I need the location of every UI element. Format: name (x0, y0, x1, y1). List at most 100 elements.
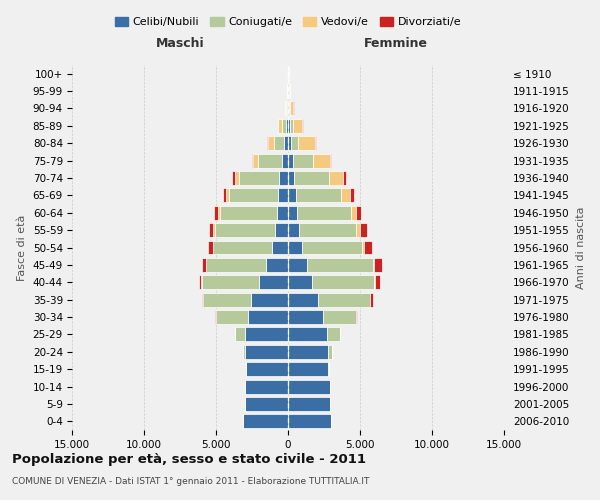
Bar (302, 240, 362, 254)
Bar (293, 154, 313, 168)
Bar (350, 206, 356, 220)
Text: Femmine: Femmine (364, 38, 428, 51)
Bar (288, 397, 330, 411)
Bar (293, 119, 302, 133)
Bar (202, 292, 203, 306)
Bar (286, 119, 288, 133)
Bar (214, 223, 215, 237)
Bar (290, 102, 293, 116)
Bar (288, 276, 313, 289)
Bar (360, 223, 367, 237)
Bar (246, 362, 288, 376)
Bar (278, 188, 288, 202)
Bar (298, 206, 350, 220)
Bar (282, 154, 288, 168)
Bar (245, 328, 288, 342)
Bar (343, 171, 346, 185)
Bar (272, 240, 288, 254)
Bar (239, 171, 280, 185)
Bar (356, 223, 360, 237)
Bar (202, 276, 259, 289)
Bar (350, 188, 353, 202)
Bar (288, 292, 318, 306)
Text: COMUNE DI VENEZIA - Dati ISTAT 1° gennaio 2011 - Elaborazione TUTTITALIA.IT: COMUNE DI VENEZIA - Dati ISTAT 1° gennai… (12, 478, 370, 486)
Bar (203, 292, 251, 306)
Bar (259, 276, 288, 289)
Bar (226, 188, 229, 202)
Bar (284, 136, 288, 150)
Bar (245, 397, 288, 411)
Bar (288, 328, 327, 342)
Bar (248, 310, 288, 324)
Bar (253, 154, 258, 168)
Bar (288, 223, 299, 237)
Bar (288, 345, 328, 358)
Bar (288, 119, 290, 133)
Bar (341, 188, 350, 202)
Bar (313, 154, 330, 168)
Bar (277, 206, 288, 220)
Legend: Celibi/Nubili, Coniugati/e, Vedovi/e, Divorziati/e: Celibi/Nubili, Coniugati/e, Vedovi/e, Di… (110, 12, 466, 32)
Bar (258, 154, 282, 168)
Bar (214, 206, 218, 220)
Bar (373, 258, 374, 272)
Bar (268, 136, 274, 150)
Bar (328, 362, 329, 376)
Text: Maschi: Maschi (155, 38, 205, 51)
Bar (375, 276, 380, 289)
Bar (287, 102, 288, 116)
Bar (362, 240, 364, 254)
Bar (288, 240, 302, 254)
Bar (314, 136, 316, 150)
Bar (329, 171, 343, 185)
Bar (288, 154, 293, 168)
Bar (199, 276, 202, 289)
Bar (323, 310, 356, 324)
Bar (299, 223, 356, 237)
Y-axis label: Fasce di età: Fasce di età (17, 214, 27, 280)
Bar (285, 102, 286, 116)
Bar (275, 223, 288, 237)
Y-axis label: Anni di nascita: Anni di nascita (576, 206, 586, 289)
Bar (286, 102, 287, 116)
Bar (328, 345, 332, 358)
Bar (202, 258, 206, 272)
Bar (288, 171, 295, 185)
Bar (242, 345, 245, 358)
Bar (213, 240, 272, 254)
Bar (274, 136, 284, 150)
Bar (251, 292, 288, 306)
Bar (215, 223, 275, 237)
Bar (235, 328, 245, 342)
Bar (244, 414, 288, 428)
Bar (370, 292, 373, 306)
Bar (313, 276, 374, 289)
Bar (307, 258, 373, 272)
Bar (288, 310, 323, 324)
Bar (364, 240, 372, 254)
Bar (245, 380, 288, 394)
Bar (288, 362, 328, 376)
Bar (289, 102, 290, 116)
Bar (290, 119, 293, 133)
Bar (218, 206, 220, 220)
Bar (318, 292, 370, 306)
Bar (223, 188, 226, 202)
Bar (252, 154, 253, 168)
Bar (356, 206, 361, 220)
Bar (288, 414, 331, 428)
Bar (232, 171, 235, 185)
Bar (374, 258, 382, 272)
Bar (278, 119, 281, 133)
Bar (289, 84, 290, 98)
Bar (216, 310, 248, 324)
Bar (291, 136, 298, 150)
Bar (374, 276, 375, 289)
Bar (295, 171, 329, 185)
Bar (220, 206, 277, 220)
Bar (288, 188, 296, 202)
Bar (298, 136, 314, 150)
Bar (288, 380, 330, 394)
Bar (229, 188, 278, 202)
Bar (288, 206, 298, 220)
